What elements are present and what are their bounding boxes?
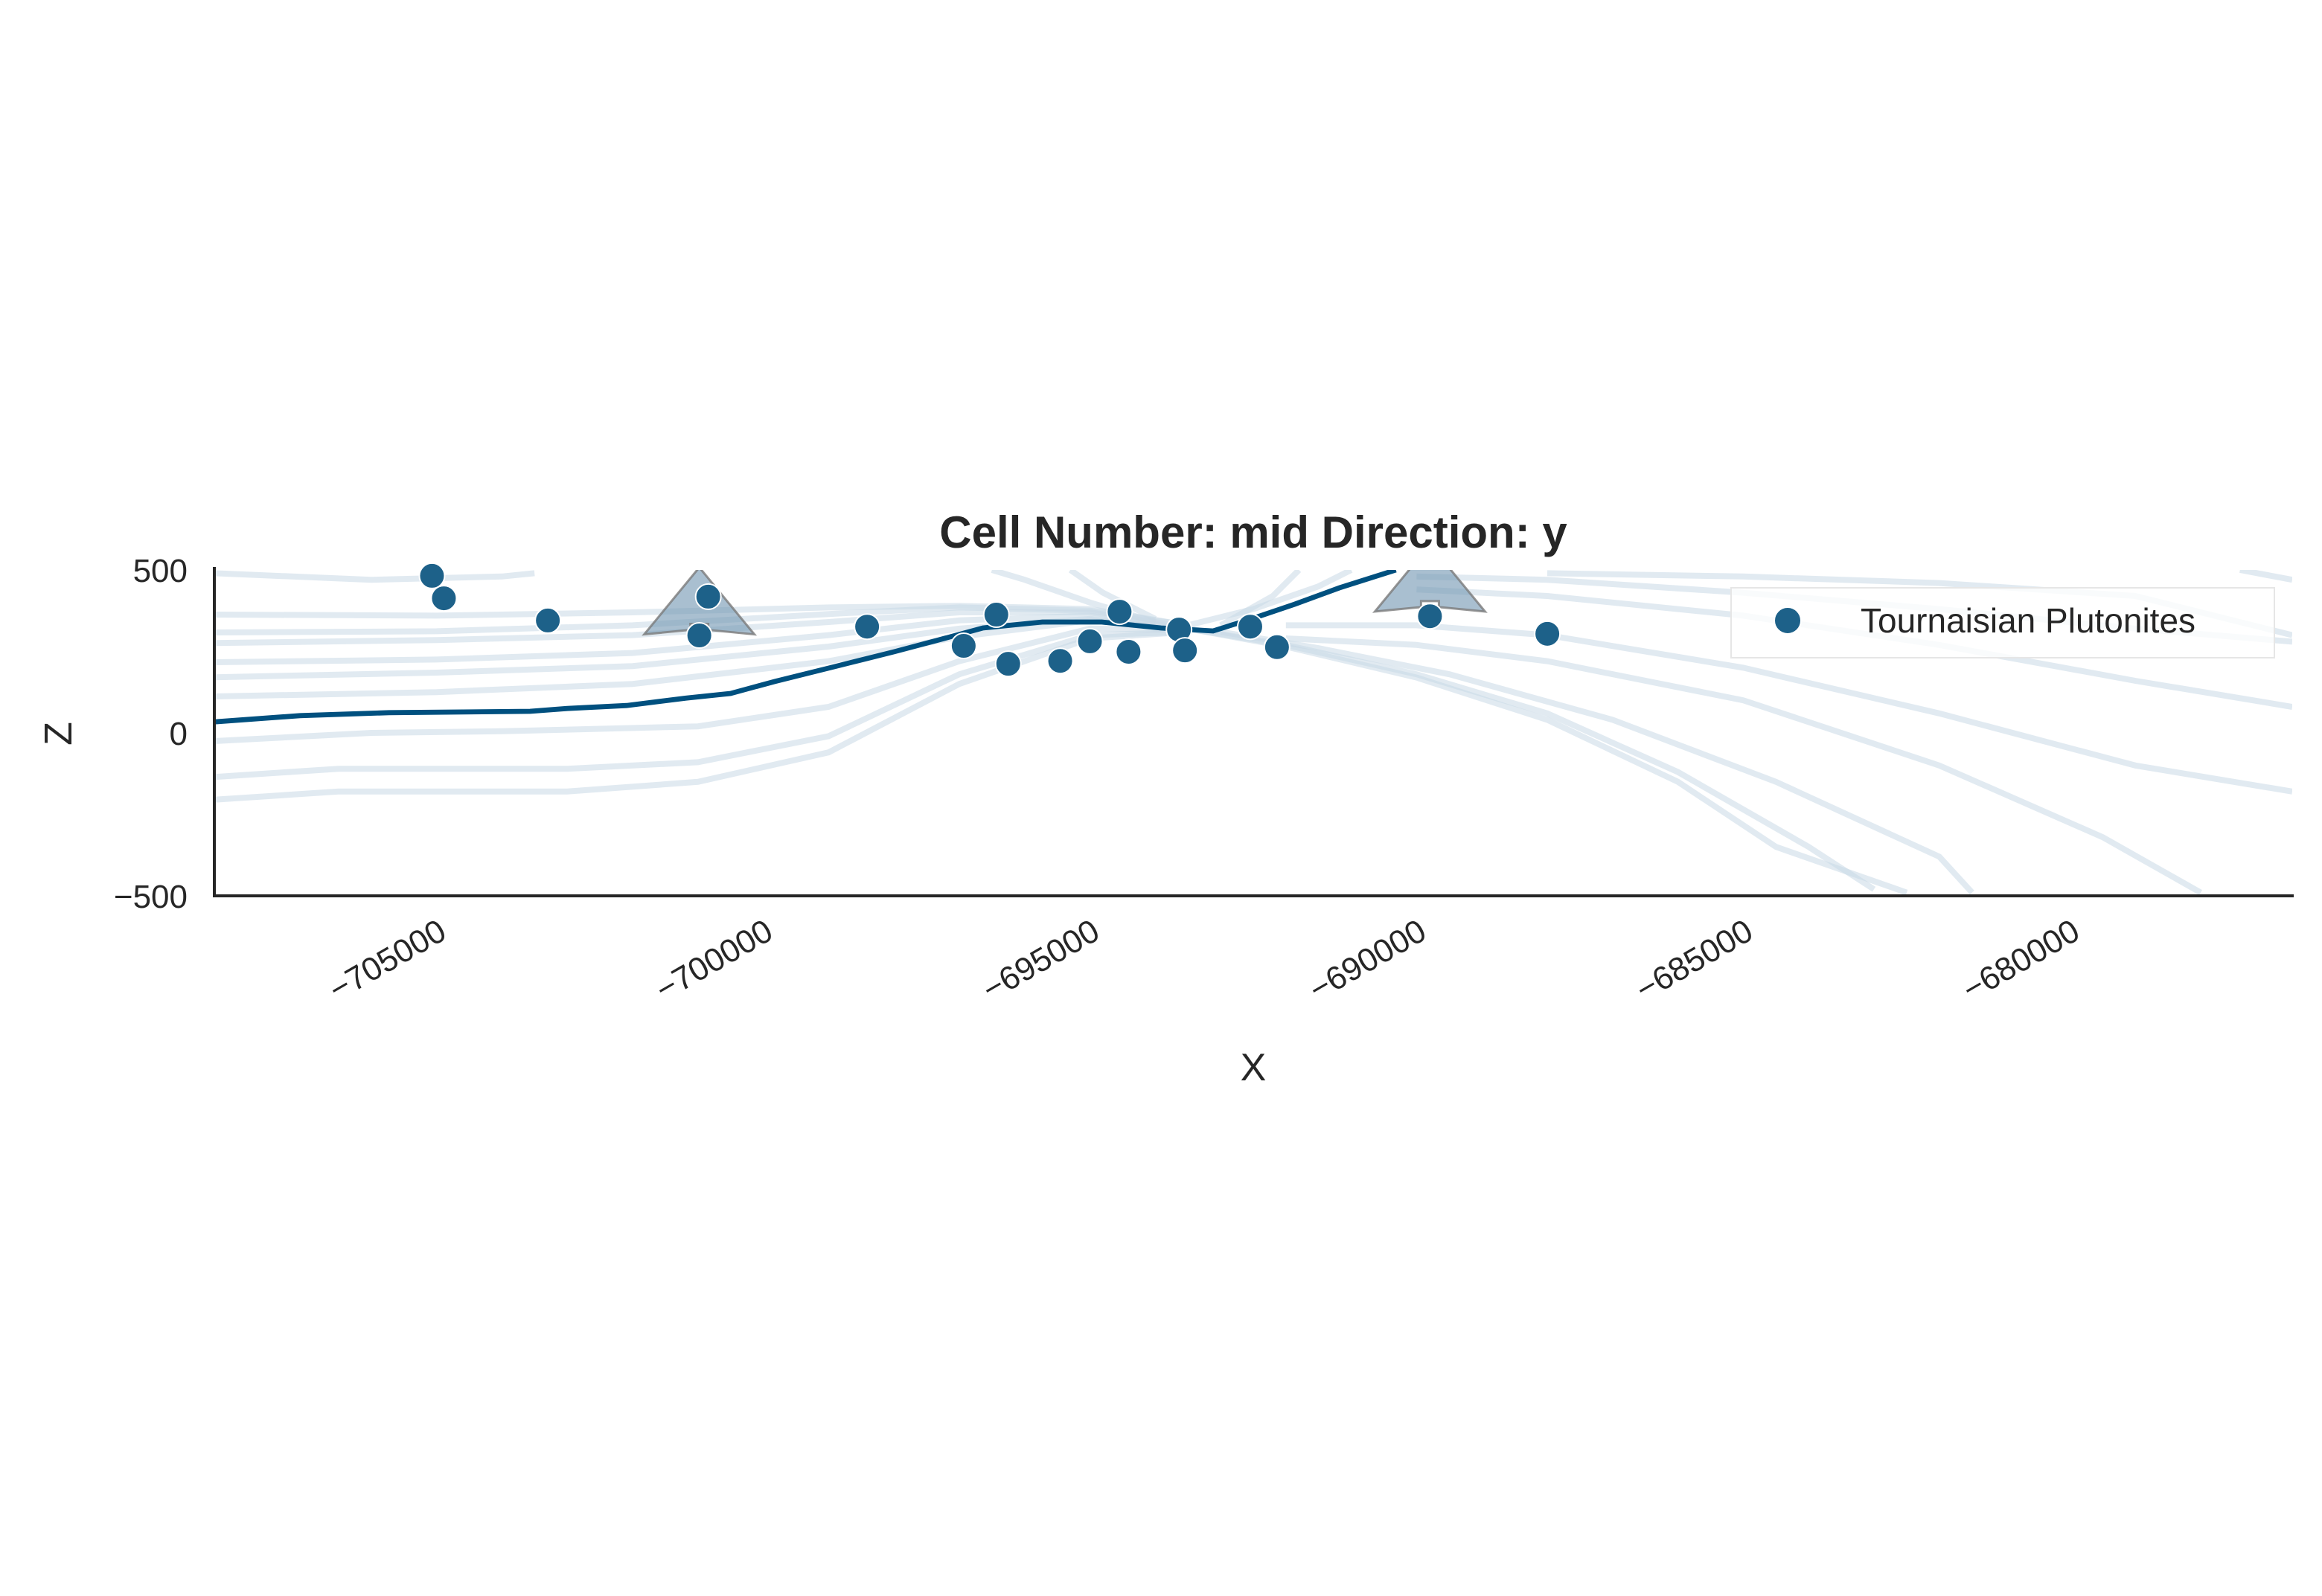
scalar-field-line-11 — [1187, 625, 1908, 896]
legend-marker — [1774, 606, 1802, 635]
x-tick-label: −705000 — [323, 912, 452, 1008]
data-point-2 — [534, 606, 562, 634]
scalar-field-line-3 — [214, 609, 1189, 647]
x-tick-label: −690000 — [1303, 912, 1433, 1008]
y-tick-label: 0 — [170, 716, 188, 752]
scalar-field-line-18 — [2239, 570, 2292, 583]
orientation-arrow-icon — [1372, 570, 1488, 613]
data-point-15 — [1236, 613, 1264, 641]
x-tick-label: −695000 — [976, 912, 1106, 1008]
data-point-5 — [854, 613, 881, 641]
data-point-9 — [1046, 647, 1074, 675]
data-point-18 — [1534, 620, 1561, 647]
scalar-field-line-13 — [1285, 635, 2202, 896]
y-tick-label: 500 — [133, 553, 188, 589]
scalar-field-line-12 — [1220, 629, 1974, 895]
data-point-4 — [685, 622, 713, 650]
x-tick-label: −685000 — [1630, 912, 1759, 1008]
data-point-8 — [994, 650, 1022, 678]
data-point-1 — [430, 585, 458, 612]
x-tick-label: −700000 — [650, 912, 779, 1008]
data-point-16 — [1263, 633, 1290, 661]
legend-frame — [1730, 587, 2275, 658]
data-point-10 — [1076, 627, 1104, 655]
data-point-6 — [950, 632, 977, 660]
chart-title: Cell Number: mid Direction: y — [939, 507, 1567, 557]
surface-line-group — [214, 570, 1397, 725]
data-point-7 — [982, 601, 1010, 629]
data-point-11 — [1106, 598, 1133, 626]
scalar-field-line-7 — [214, 625, 1189, 744]
scalar-field-line-20 — [1219, 570, 1302, 628]
scalar-field-line-0 — [214, 570, 535, 583]
y-tick-labels: 500 0 −500 — [114, 553, 188, 915]
legend: Tournaisian Plutonites — [1730, 587, 2275, 658]
data-point-3 — [694, 583, 722, 610]
scalar-field-line-4 — [214, 612, 1189, 665]
x-axis-label: X — [1241, 1046, 1267, 1089]
x-tick-label: −680000 — [1957, 912, 2086, 1008]
x-tick-labels: −705000 −700000 −695000 −690000 −685000 −6800… — [323, 912, 2086, 1008]
data-point-0 — [418, 562, 446, 589]
data-point-14 — [1171, 637, 1199, 664]
scalar-field-line-10 — [1187, 625, 1876, 892]
scalar-field-line-9 — [214, 629, 1189, 803]
scalar-field-line-8 — [214, 629, 1189, 781]
data-point-12 — [1115, 638, 1142, 665]
surface-line — [214, 570, 1397, 725]
data-point-17 — [1416, 603, 1444, 630]
scalar-field-line-22 — [1068, 570, 1157, 622]
y-tick-label: −500 — [114, 879, 188, 915]
scalar-field-line-19 — [1187, 570, 1353, 629]
legend-label: Tournaisian Plutonites — [1861, 601, 2195, 640]
scalar-field-line-14 — [1285, 622, 2292, 795]
scatter-points — [418, 562, 1561, 678]
y-axis-label: Z — [37, 722, 80, 746]
